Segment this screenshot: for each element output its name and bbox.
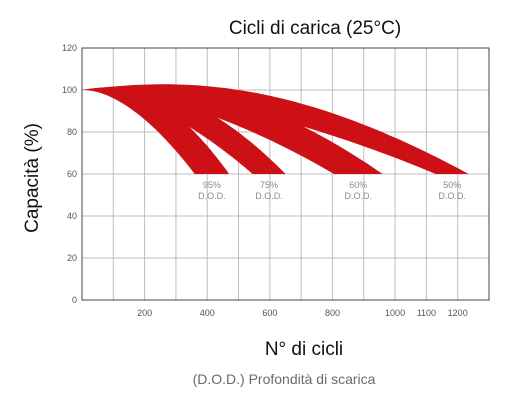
plot-bands (82, 84, 469, 174)
dod-label-unit: D.O.D. (438, 191, 466, 201)
plot-labels: 95%D.O.D.75%D.O.D.60%D.O.D.50%D.O.D. (198, 180, 466, 201)
dod-label-percent: 50% (443, 180, 461, 190)
y-tick-label: 40 (67, 211, 77, 221)
x-tick-label: 1000 (385, 308, 405, 318)
y-tick-label: 0 (72, 295, 77, 305)
dod-label-percent: 95% (203, 180, 221, 190)
x-tick-label: 1200 (448, 308, 468, 318)
x-tick-label: 400 (200, 308, 215, 318)
y-tick-label: 20 (67, 253, 77, 263)
dod-label-percent: 75% (260, 180, 278, 190)
dod-label-unit: D.O.D. (345, 191, 373, 201)
dod-band-60 (82, 85, 383, 174)
chart-title: Cicli di carica (25°C) (229, 18, 401, 39)
x-axis-label: N° di cicli (265, 339, 343, 360)
y-tick-label: 100 (62, 85, 77, 95)
chart-subtitle: (D.O.D.) Profondità di scarica (193, 371, 376, 387)
plot-frame (81, 47, 490, 301)
dod-band-50 (82, 84, 469, 174)
dod-label-unit: D.O.D. (255, 191, 283, 201)
x-tick-label: 200 (137, 308, 152, 318)
x-tick-label: 1100 (417, 308, 436, 318)
dod-band-95 (82, 87, 230, 174)
y-tick-label: 120 (62, 43, 77, 53)
x-tick-label: 600 (262, 308, 277, 318)
plot-ticks: 0 20 40 60 80 100 120 200 400 600 800 1000 1100 1200 (62, 43, 468, 318)
y-axis-label: Capacità (%) (22, 123, 43, 233)
x-tick-label: 800 (325, 308, 340, 318)
dod-band-75 (82, 86, 286, 174)
dod-label-percent: 60% (349, 180, 367, 190)
y-tick-label: 80 (67, 127, 77, 137)
dod-label-unit: D.O.D. (198, 191, 226, 201)
y-tick-label: 60 (67, 169, 77, 179)
